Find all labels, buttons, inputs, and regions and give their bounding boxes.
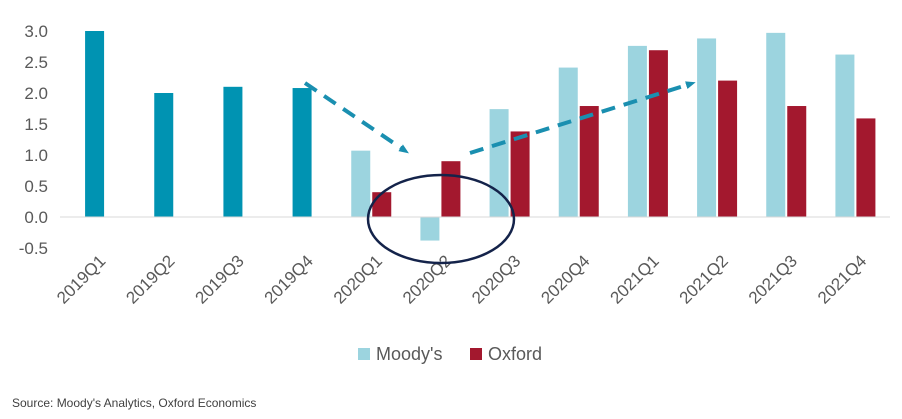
legend-swatch-moodys — [358, 348, 370, 360]
source-note: Source: Moody's Analytics, Oxford Econom… — [12, 396, 256, 410]
x-tick-label: 2021Q1 — [607, 251, 663, 307]
bar-oxford-2021q3 — [787, 106, 807, 217]
legend-swatch-oxford — [470, 348, 482, 360]
bar-moodys-2021q1 — [627, 45, 647, 217]
bar-moodys-2021q3 — [766, 32, 786, 217]
bars — [85, 31, 876, 241]
y-tick-label: -0.5 — [19, 239, 48, 258]
x-tick-label: 2021Q3 — [745, 251, 801, 307]
x-axis-labels: 2019Q1 2019Q2 2019Q3 2019Q4 2020Q1 2020Q2 2020… — [53, 251, 870, 307]
x-tick-label: 2021Q2 — [676, 251, 732, 307]
legend: Moody's Oxford — [358, 344, 542, 364]
bar-history-2019q4 — [292, 88, 312, 217]
x-tick-label: 2020Q1 — [330, 251, 386, 307]
bar-moodys-2020q2 — [420, 217, 440, 241]
y-tick-label: 3.0 — [24, 22, 48, 41]
down-arrow — [303, 81, 409, 154]
bar-moodys-2020q3 — [489, 109, 509, 217]
legend-label-moodys: Moody's — [376, 344, 442, 364]
bar-moodys-2020q4 — [558, 67, 578, 217]
up-arrow — [469, 81, 696, 155]
bar-oxford-2020q3 — [510, 131, 530, 217]
bar-history-2019q2 — [154, 93, 174, 217]
bar-moodys-2021q2 — [697, 38, 717, 217]
bar-moodys-2021q4 — [835, 54, 855, 218]
y-tick-label: 0.5 — [24, 177, 48, 196]
y-tick-label: 2.5 — [24, 53, 48, 72]
x-tick-label: 2021Q4 — [814, 251, 870, 307]
x-tick-label: 2019Q3 — [192, 251, 248, 307]
x-tick-label: 2020Q2 — [399, 251, 455, 307]
x-tick-label: 2020Q3 — [468, 251, 524, 307]
bar-oxford-2021q4 — [856, 118, 876, 217]
x-tick-label: 2019Q2 — [122, 251, 178, 307]
dip-highlight-ellipse — [366, 173, 516, 265]
y-tick-label: 1.5 — [24, 115, 48, 134]
bar-history-2019q1 — [85, 31, 105, 217]
annotations — [303, 81, 696, 265]
x-tick-label: 2019Q1 — [53, 251, 109, 307]
bar-oxford-2021q2 — [718, 80, 738, 217]
bar-oxford-2020q4 — [579, 106, 599, 217]
bar-moodys-2020q1 — [351, 150, 371, 217]
bar-oxford-2021q1 — [648, 50, 668, 217]
x-tick-label: 2019Q4 — [261, 251, 317, 307]
bar-oxford-2020q1 — [372, 192, 392, 217]
bar-history-2019q3 — [223, 86, 243, 217]
legend-label-oxford: Oxford — [488, 344, 542, 364]
y-tick-label: 1.0 — [24, 146, 48, 165]
y-tick-label: 2.0 — [24, 84, 48, 103]
y-axis-ticks: 3.0 2.5 2.0 1.5 1.0 0.5 0.0 -0.5 — [19, 22, 48, 258]
y-tick-label: 0.0 — [24, 208, 48, 227]
x-tick-label: 2020Q4 — [537, 251, 593, 307]
bar-oxford-2020q2 — [441, 161, 461, 217]
